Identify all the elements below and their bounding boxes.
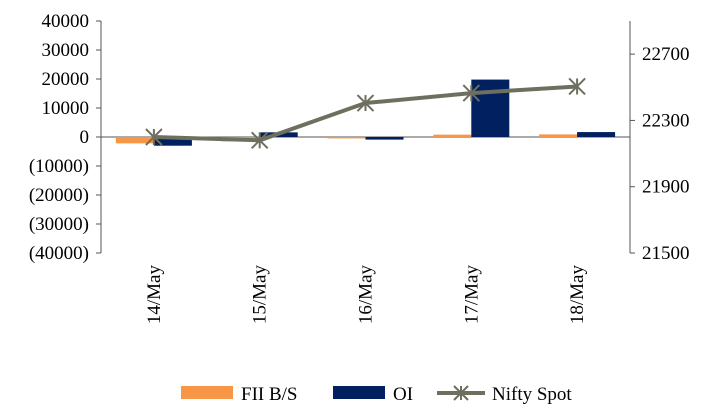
bar-fii-b-s xyxy=(115,137,154,144)
left-axis-tick-label: (20000) xyxy=(29,185,89,206)
bar-fii-b-s xyxy=(433,134,472,137)
legend-label-fii-b-s: FII B/S xyxy=(241,384,298,405)
category-tick-label: 14/May xyxy=(144,265,165,325)
category-tick-label: 16/May xyxy=(356,265,377,325)
right-axis-tick-label: 21900 xyxy=(642,177,690,198)
left-axis-tick-label: (30000) xyxy=(29,214,89,235)
left-axis-tick-label: (40000) xyxy=(29,243,89,264)
left-axis-tick-label: 30000 xyxy=(42,40,90,61)
axes: 40000 30000 20000 10000 0 (10000) (20000) (3000… xyxy=(29,11,690,324)
left-axis-tick-label: 10000 xyxy=(42,98,90,119)
legend-label-nifty-spot: Nifty Spot xyxy=(492,384,572,405)
bar-oi xyxy=(153,137,192,146)
nifty-spot-point xyxy=(568,77,586,96)
category-tick-label: 18/May xyxy=(567,265,588,325)
line-series xyxy=(145,77,586,150)
left-axis-tick-label: (10000) xyxy=(29,156,89,177)
legend-label-oi: OI xyxy=(393,384,413,405)
right-axis-tick-label: 22300 xyxy=(642,110,690,131)
left-axis-tick-label: 20000 xyxy=(42,69,90,90)
category-tick-label: 17/May xyxy=(461,265,482,325)
left-axis-tick-label: 0 xyxy=(80,127,90,148)
bar-oi xyxy=(577,132,616,137)
bar-fii-b-s xyxy=(539,134,578,137)
nifty-spot-point xyxy=(145,128,163,146)
nifty-spot-line xyxy=(153,84,578,143)
category-tick-label: 15/May xyxy=(250,265,271,325)
right-axis-tick-label: 21500 xyxy=(642,243,690,264)
bar-fii-b-s xyxy=(327,137,366,139)
nifty-spot-point xyxy=(250,131,269,150)
bar-oi xyxy=(365,137,404,140)
nifty-spot-point xyxy=(356,94,375,112)
legend: FII B/S OI Nifty Spot xyxy=(181,384,572,405)
right-axis-tick-label: 22700 xyxy=(642,44,690,65)
legend-swatch-fii-b-s xyxy=(181,386,233,399)
nifty-spot-point xyxy=(462,84,481,102)
left-axis-tick-label: 40000 xyxy=(42,11,90,32)
legend-swatch-oi xyxy=(333,386,385,399)
